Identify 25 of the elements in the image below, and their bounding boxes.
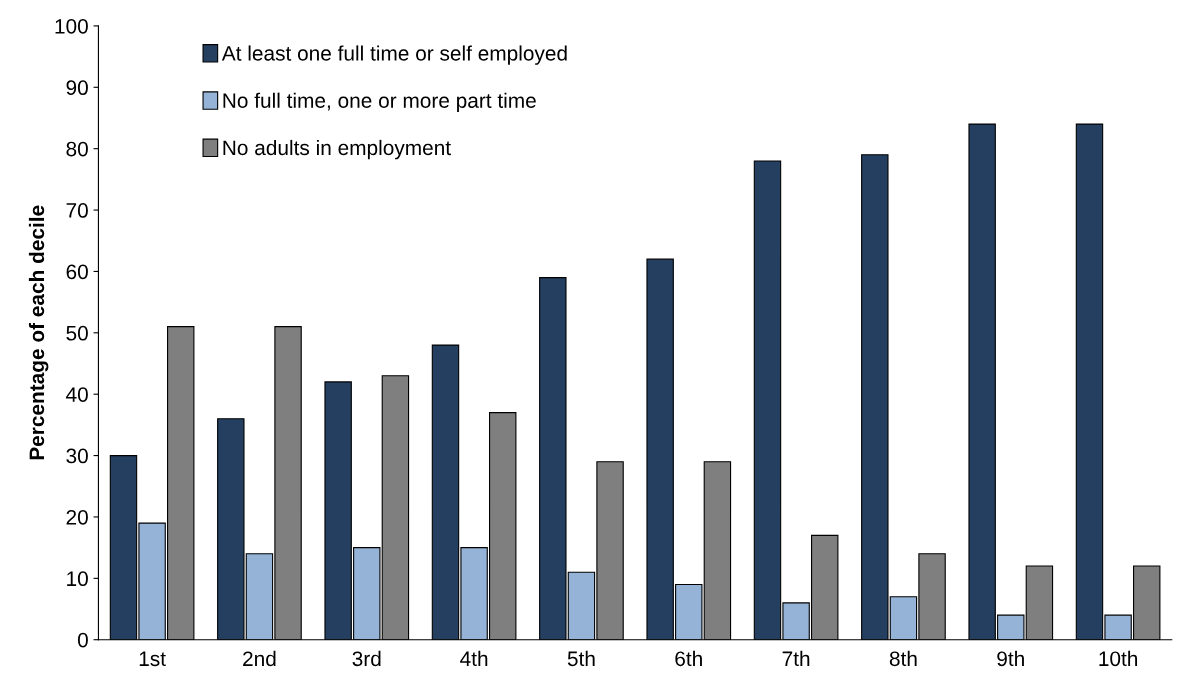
x-tick-label: 3rd [352, 650, 381, 667]
x-tick-label: 8th [889, 650, 917, 667]
x-tick-label: 10th [1099, 650, 1138, 667]
legend-label: At least one full time or self employed [221, 45, 567, 65]
y-tick-label: 80 [66, 141, 88, 157]
y-tick-label: 20 [66, 509, 88, 525]
x-tick-label: 5th [567, 650, 595, 667]
x-tick-label: 9th [997, 650, 1024, 667]
legend-label: No adults in employment [223, 139, 451, 160]
y-tick-label: 30 [66, 448, 88, 464]
y-tick-label: 70 [66, 203, 88, 218]
y-tick-label: 0 [77, 632, 88, 648]
legend-label: No full time, one or more part time [223, 92, 536, 113]
x-tick-label: 7th [782, 650, 810, 667]
y-tick-label: 10 [67, 571, 88, 587]
x-tick-label: 2nd [243, 650, 276, 667]
x-tick-label: 6th [675, 650, 702, 667]
x-tick-label: 4th [460, 650, 488, 667]
y-axis-title: Percentage of each decile [28, 205, 49, 460]
y-tick-label: 40 [66, 387, 88, 402]
y-tick-label: 100 [55, 18, 88, 34]
y-tick-label: 50 [66, 325, 88, 341]
x-tick-label: 1st [139, 651, 166, 667]
y-tick-label: 90 [66, 80, 88, 96]
y-tick-label: 60 [66, 264, 88, 280]
